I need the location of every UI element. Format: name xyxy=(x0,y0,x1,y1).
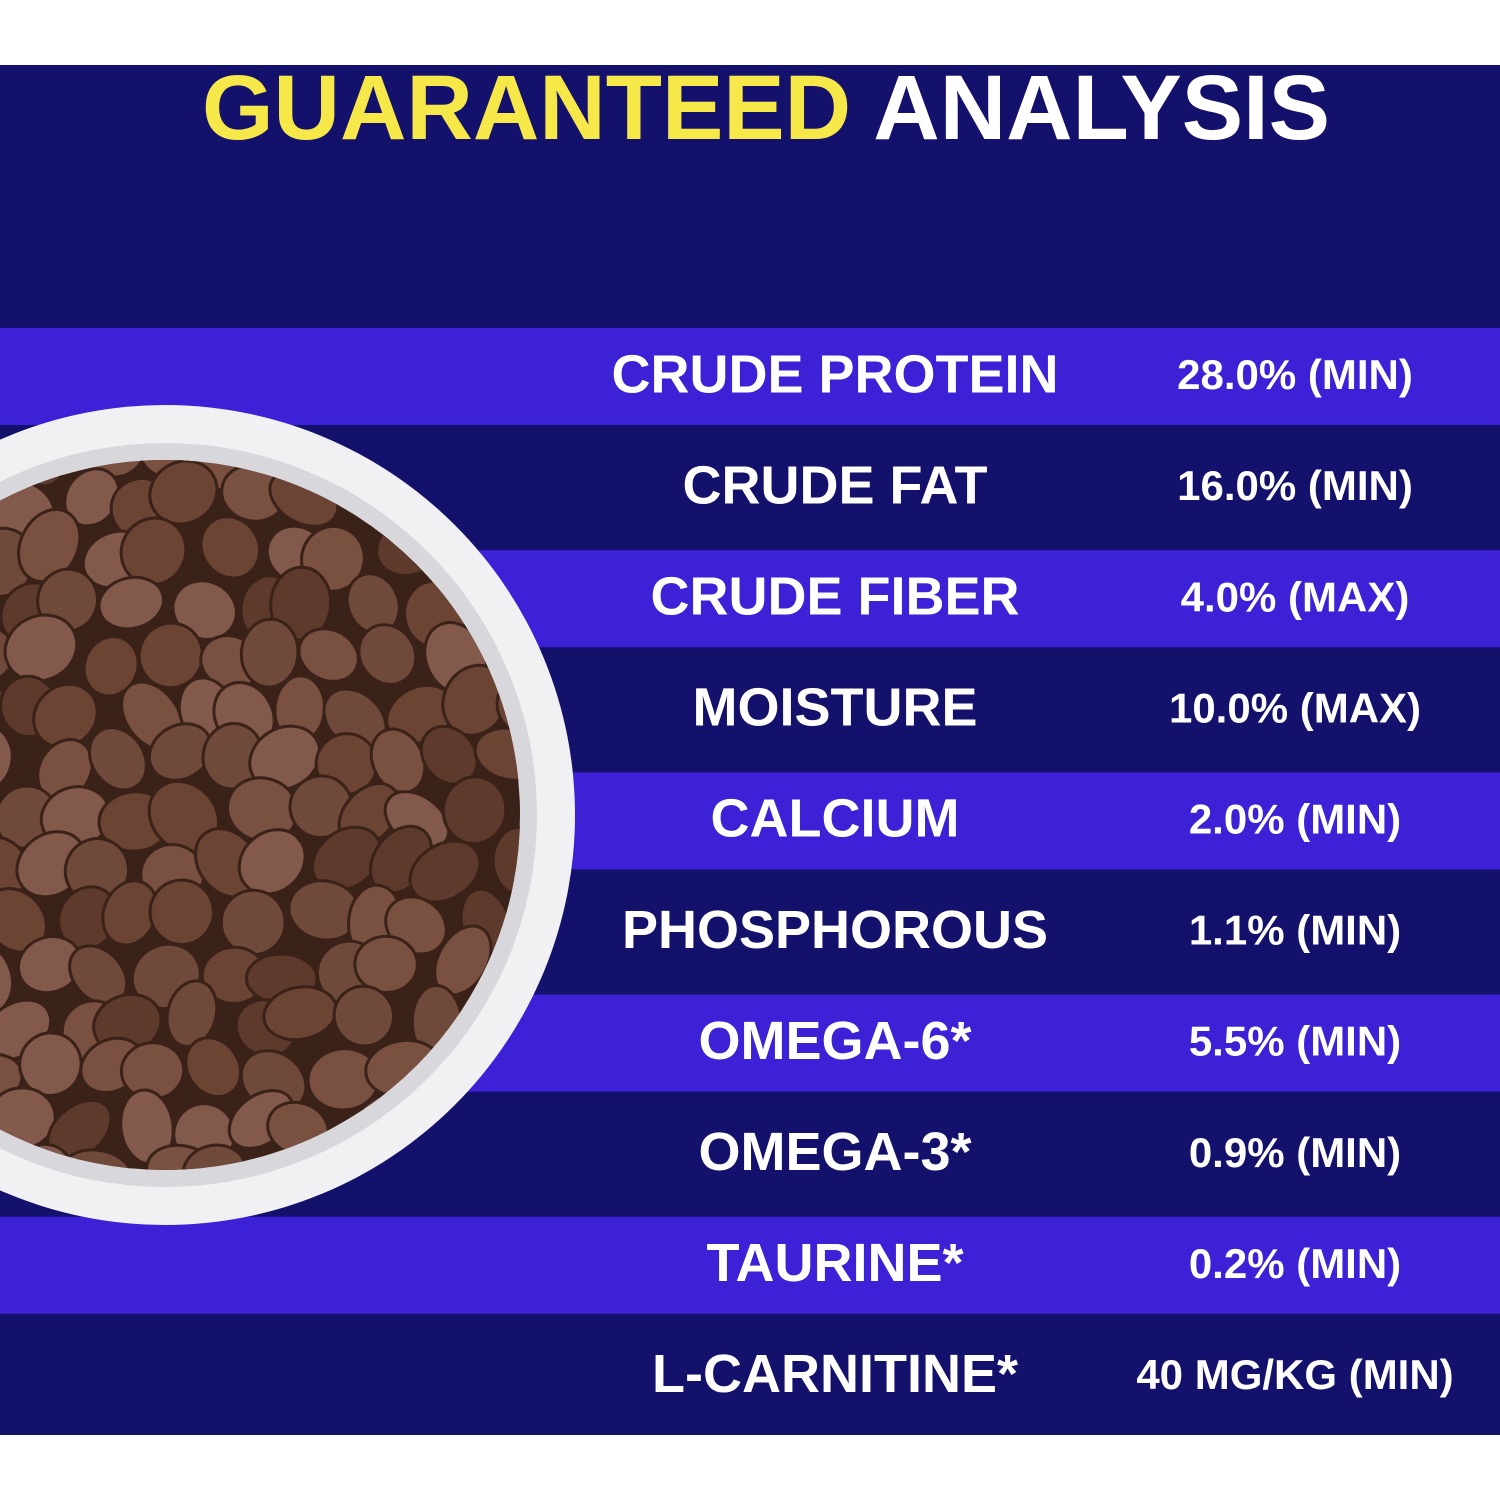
stripe xyxy=(0,328,1500,425)
nutrient-name: OMEGA-6* xyxy=(698,1011,971,1071)
kibble-piece xyxy=(147,722,214,782)
kibble-piece xyxy=(353,934,419,995)
analysis-table: CRUDE PROTEIN 28.0% (MIN) CRUDE FAT 16.0% (… xyxy=(611,344,1453,1404)
nutrient-value: 4.0% (MAX) xyxy=(1181,573,1410,620)
nutrient-value: 0.2% (MIN) xyxy=(1189,1240,1401,1287)
nutrient-value: 1.1% (MIN) xyxy=(1189,907,1401,954)
nutrient-name: CALCIUM xyxy=(711,789,960,849)
kibble-piece xyxy=(239,617,300,689)
kibble-piece xyxy=(357,623,418,686)
title: GUARANTEED ANALYSIS xyxy=(202,57,1330,159)
kibble-piece xyxy=(32,682,99,749)
kibble-piece xyxy=(408,839,482,904)
nutrient-value: 0.9% (MIN) xyxy=(1189,1129,1401,1176)
stripe xyxy=(0,1216,1500,1314)
nutrient-name: OMEGA-3* xyxy=(698,1122,971,1182)
kibble-piece xyxy=(297,627,360,683)
kibble-piece xyxy=(199,515,262,580)
nutrient-name: MOISTURE xyxy=(692,678,977,738)
title-rest: ANALYSIS xyxy=(873,57,1330,159)
kibble-piece xyxy=(17,507,82,584)
nutrient-name: PHOSPHOROUS xyxy=(622,900,1048,960)
kibble-piece xyxy=(3,613,79,683)
nutrient-value: 10.0% (MAX) xyxy=(1169,684,1421,731)
nutrient-value: 16.0% (MIN) xyxy=(1177,462,1413,509)
kibble-piece xyxy=(237,828,307,896)
nutrient-name: TAURINE* xyxy=(706,1233,963,1293)
nutrient-name: CRUDE FIBER xyxy=(650,566,1019,626)
nutrient-value: 40 MG/KG (MIN) xyxy=(1136,1351,1453,1398)
kibble-piece xyxy=(148,460,219,526)
kibble-piece xyxy=(97,575,165,631)
kibble-piece xyxy=(82,635,140,698)
nutrient-value: 2.0% (MIN) xyxy=(1189,795,1401,842)
kibble-piece xyxy=(87,726,148,792)
kibble-piece xyxy=(148,878,215,946)
title-rest xyxy=(851,57,873,159)
nutrient-name: CRUDE FAT xyxy=(683,455,988,515)
nutrient-value: 5.5% (MIN) xyxy=(1189,1018,1401,1065)
kibble-piece xyxy=(0,723,14,794)
title-highlight: GUARANTEED xyxy=(202,57,851,159)
kibble-piece xyxy=(332,984,396,1048)
nutrient-name: L-CARNITINE* xyxy=(652,1344,1018,1404)
kibble-piece xyxy=(165,979,219,1049)
nutrient-name: CRUDE PROTEIN xyxy=(611,344,1058,404)
kibble-piece xyxy=(184,1036,243,1099)
nutrient-value: 28.0% (MIN) xyxy=(1177,351,1413,398)
kibble-piece xyxy=(0,940,15,1017)
